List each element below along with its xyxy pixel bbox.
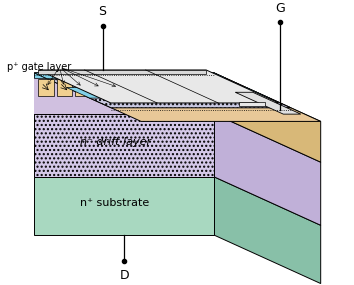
Polygon shape [214,114,321,225]
Polygon shape [112,79,126,96]
Polygon shape [38,70,206,74]
Polygon shape [34,78,214,99]
Polygon shape [34,73,214,78]
Text: n⁺ substrate: n⁺ substrate [80,198,150,208]
Polygon shape [34,114,214,177]
Text: n⁻ drift layer: n⁻ drift layer [80,137,151,147]
Polygon shape [38,79,54,96]
Polygon shape [34,78,214,114]
Polygon shape [34,73,321,121]
Polygon shape [214,177,321,284]
Polygon shape [57,79,72,96]
Polygon shape [239,101,265,106]
Polygon shape [34,73,227,79]
Text: S: S [98,5,107,19]
Polygon shape [34,177,214,235]
Text: D: D [119,269,129,282]
Polygon shape [66,87,269,98]
Polygon shape [34,73,214,78]
Text: p⁺ gate layer: p⁺ gate layer [7,62,72,72]
Polygon shape [235,92,301,114]
Polygon shape [214,73,321,162]
Text: G: G [275,2,285,15]
Polygon shape [75,79,91,96]
Polygon shape [38,70,279,103]
Polygon shape [34,73,291,108]
Polygon shape [93,79,109,96]
Polygon shape [34,73,214,114]
